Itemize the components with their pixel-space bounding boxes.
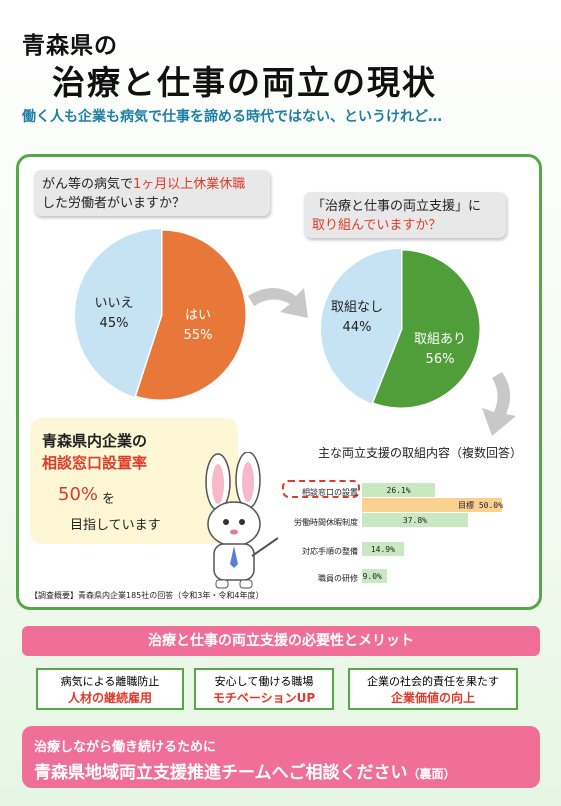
pie2-label-yes: 取組あり 56% [413, 332, 466, 367]
curved-arrow-icon [248, 288, 308, 318]
footer-line1: 治療しながら働き続けるために [34, 740, 217, 755]
goal-particle: を [102, 492, 116, 507]
goal-box: 青森県内企業の 相談窓口設置率 50% を 目指しています [30, 418, 238, 544]
highlight-frame [282, 480, 360, 498]
pie1-slice-no [75, 229, 161, 397]
survey-note: 【調査概要】青森県内企業185社の回答（令和3年・令和4年度） [30, 591, 264, 600]
pie1-label-yes: はい 55% [183, 308, 213, 343]
pie1-slice-yes [132, 227, 249, 403]
pie2-slice-no [320, 249, 401, 404]
merit-box-value: 企業の社会的責任を果たす 企業価値の向上 [348, 668, 518, 710]
page-title: 治療と仕事の両立の現状 [52, 63, 437, 102]
question1-text-a: がん等の病気で [42, 177, 134, 192]
down-arrow-icon [482, 372, 516, 436]
merit-title: 治療と仕事の両立支援の必要性とメリット [22, 626, 540, 656]
goal-line2: 相談窓口設置率 [42, 454, 148, 472]
footer-banner: 治療しながら働き続けるために 青森県地域両立支援推進チームへご相談ください（裏面… [22, 726, 540, 788]
pie2-slice-yes [369, 247, 483, 411]
question1-text-b: した労働者がいますか？ [42, 196, 186, 211]
pie1-label-no: いいえ 45% [94, 296, 134, 331]
goal-value: 50% [58, 484, 99, 505]
pie-chart-sick-leave [75, 227, 249, 403]
footer-line2: 青森県地域両立支援推進チームへご相談ください（裏面） [34, 763, 456, 783]
pie-chart-support [320, 247, 483, 411]
question2-line1: 「治療と仕事の両立支援」に [312, 199, 482, 214]
title-prefecture: 青森県の [22, 33, 118, 59]
goal-line3: 目指しています [70, 518, 161, 533]
bar-chart-title: 主な両立支援の取組内容（複数回答） [318, 446, 523, 460]
subtitle: 働く人も企業も病気で仕事を諦める時代ではない、というけれど… [22, 109, 442, 125]
pie2-label-no: 取組なし 44% [330, 300, 383, 335]
question1-box: がん等の病気で1ヶ月以上休業休職 した労働者がいますか？ [34, 170, 270, 216]
merit-box-motivation: 安心して働ける職場 モチベーションUP [194, 668, 334, 710]
rabbit-mascot-icon [205, 452, 279, 589]
question1-highlight: 1ヶ月以上休業休職 [133, 177, 246, 192]
question2-box: 「治療と仕事の両立支援」に 取り組んでいますか？ [304, 192, 506, 238]
question2-line2: 取り組んでいますか？ [312, 218, 442, 233]
goal-line1: 青森県内企業の [42, 432, 148, 450]
merit-box-retention: 病気による離職防止 人材の継続雇用 [36, 668, 184, 710]
